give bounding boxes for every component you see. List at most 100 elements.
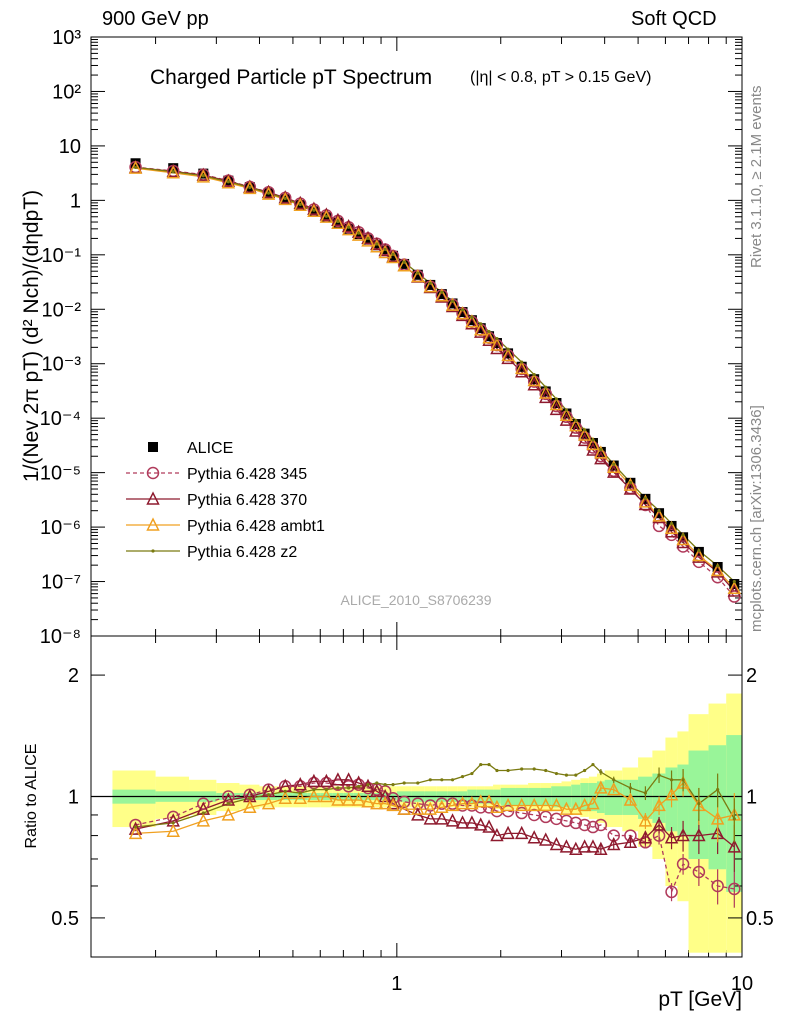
data-point <box>728 882 741 896</box>
data-point <box>554 771 559 776</box>
data-point <box>697 802 701 806</box>
data-point <box>445 797 460 812</box>
data-point <box>455 306 470 320</box>
y-tick-label: 10⁻⁵ <box>40 463 81 485</box>
legend-label: Pythia 6.428 345 <box>187 466 307 483</box>
data-point <box>554 397 559 401</box>
data-point <box>440 778 444 782</box>
data-point <box>628 480 633 485</box>
data-point <box>423 279 438 293</box>
data-point <box>577 839 592 853</box>
data-point <box>411 801 425 815</box>
data-point <box>312 208 316 212</box>
y-tick-label: 10² <box>52 81 81 103</box>
data-point <box>559 801 574 815</box>
data-point <box>283 789 287 793</box>
data-point <box>278 191 292 206</box>
data-point <box>465 316 479 330</box>
stat-uncertainty-band <box>596 781 605 814</box>
data-point <box>386 249 400 264</box>
data-point <box>638 496 653 511</box>
y-tick-label: 10 <box>59 136 81 158</box>
data-point <box>594 445 608 459</box>
data-point <box>681 533 685 537</box>
data-point <box>577 797 592 812</box>
analysis-tag: ALICE_2010_S8706239 <box>340 592 491 608</box>
data-point <box>527 830 541 844</box>
data-point <box>586 820 600 834</box>
data-point <box>293 777 307 791</box>
data-point <box>221 807 236 821</box>
data-point <box>466 315 477 326</box>
data-point <box>628 786 633 790</box>
data-point <box>455 815 470 829</box>
data-point <box>391 783 395 787</box>
data-point <box>357 784 361 788</box>
data-point <box>455 307 470 322</box>
data-point <box>692 865 706 879</box>
data-point <box>222 790 235 803</box>
data-point <box>594 780 608 794</box>
data-point <box>133 825 138 829</box>
data-point <box>607 836 621 851</box>
data-point <box>428 778 432 782</box>
data-point <box>261 184 276 199</box>
data-point <box>248 185 252 190</box>
y-tick-label: 10⁻³ <box>42 354 82 376</box>
data-point <box>383 783 387 787</box>
data-point <box>196 169 211 183</box>
data-point <box>399 258 410 269</box>
data-point <box>319 788 334 803</box>
data-point <box>196 813 211 827</box>
y-tick-label: 2 <box>68 665 79 687</box>
data-point <box>607 459 621 474</box>
data-point <box>470 315 474 319</box>
data-point <box>479 762 483 767</box>
data-point <box>482 330 496 344</box>
data-point <box>319 209 334 223</box>
data-point <box>447 298 458 309</box>
data-point <box>319 207 334 221</box>
data-point <box>681 778 685 782</box>
data-point <box>501 347 515 362</box>
data-point <box>278 190 292 204</box>
data-point <box>450 299 455 303</box>
chart-title-cuts: (|η| < 0.8, pT > 0.15 GeV) <box>470 69 651 86</box>
data-point <box>514 825 529 840</box>
data-point <box>378 242 392 257</box>
data-point <box>664 524 679 538</box>
x-axis-label: pT [GeV] <box>658 988 742 1011</box>
data-point <box>482 819 496 833</box>
data-point <box>697 549 701 553</box>
data-point <box>664 830 679 844</box>
data-point <box>423 811 438 825</box>
data-point <box>564 408 569 412</box>
data-point <box>324 788 328 792</box>
data-point <box>527 797 541 812</box>
data-point <box>643 496 648 500</box>
data-point <box>727 839 742 853</box>
data-point <box>652 508 666 522</box>
data-point <box>347 225 351 229</box>
data-point <box>569 816 583 830</box>
data-point <box>487 762 491 767</box>
data-point <box>612 462 616 466</box>
data-point <box>539 385 553 399</box>
data-point <box>623 792 638 806</box>
y-tick-label: 10⁻⁷ <box>41 572 81 594</box>
data-point <box>665 528 678 542</box>
data-point <box>351 227 366 241</box>
data-point <box>676 534 690 549</box>
data-point <box>470 771 474 776</box>
y-tick-label: 10³ <box>52 27 81 49</box>
data-point <box>550 812 563 826</box>
data-point <box>146 466 160 480</box>
data-point <box>591 438 595 442</box>
data-point <box>128 821 143 835</box>
data-point <box>657 509 661 513</box>
data-point <box>544 385 548 389</box>
data-point <box>424 799 437 812</box>
data-point <box>495 336 499 341</box>
data-point <box>378 244 392 259</box>
